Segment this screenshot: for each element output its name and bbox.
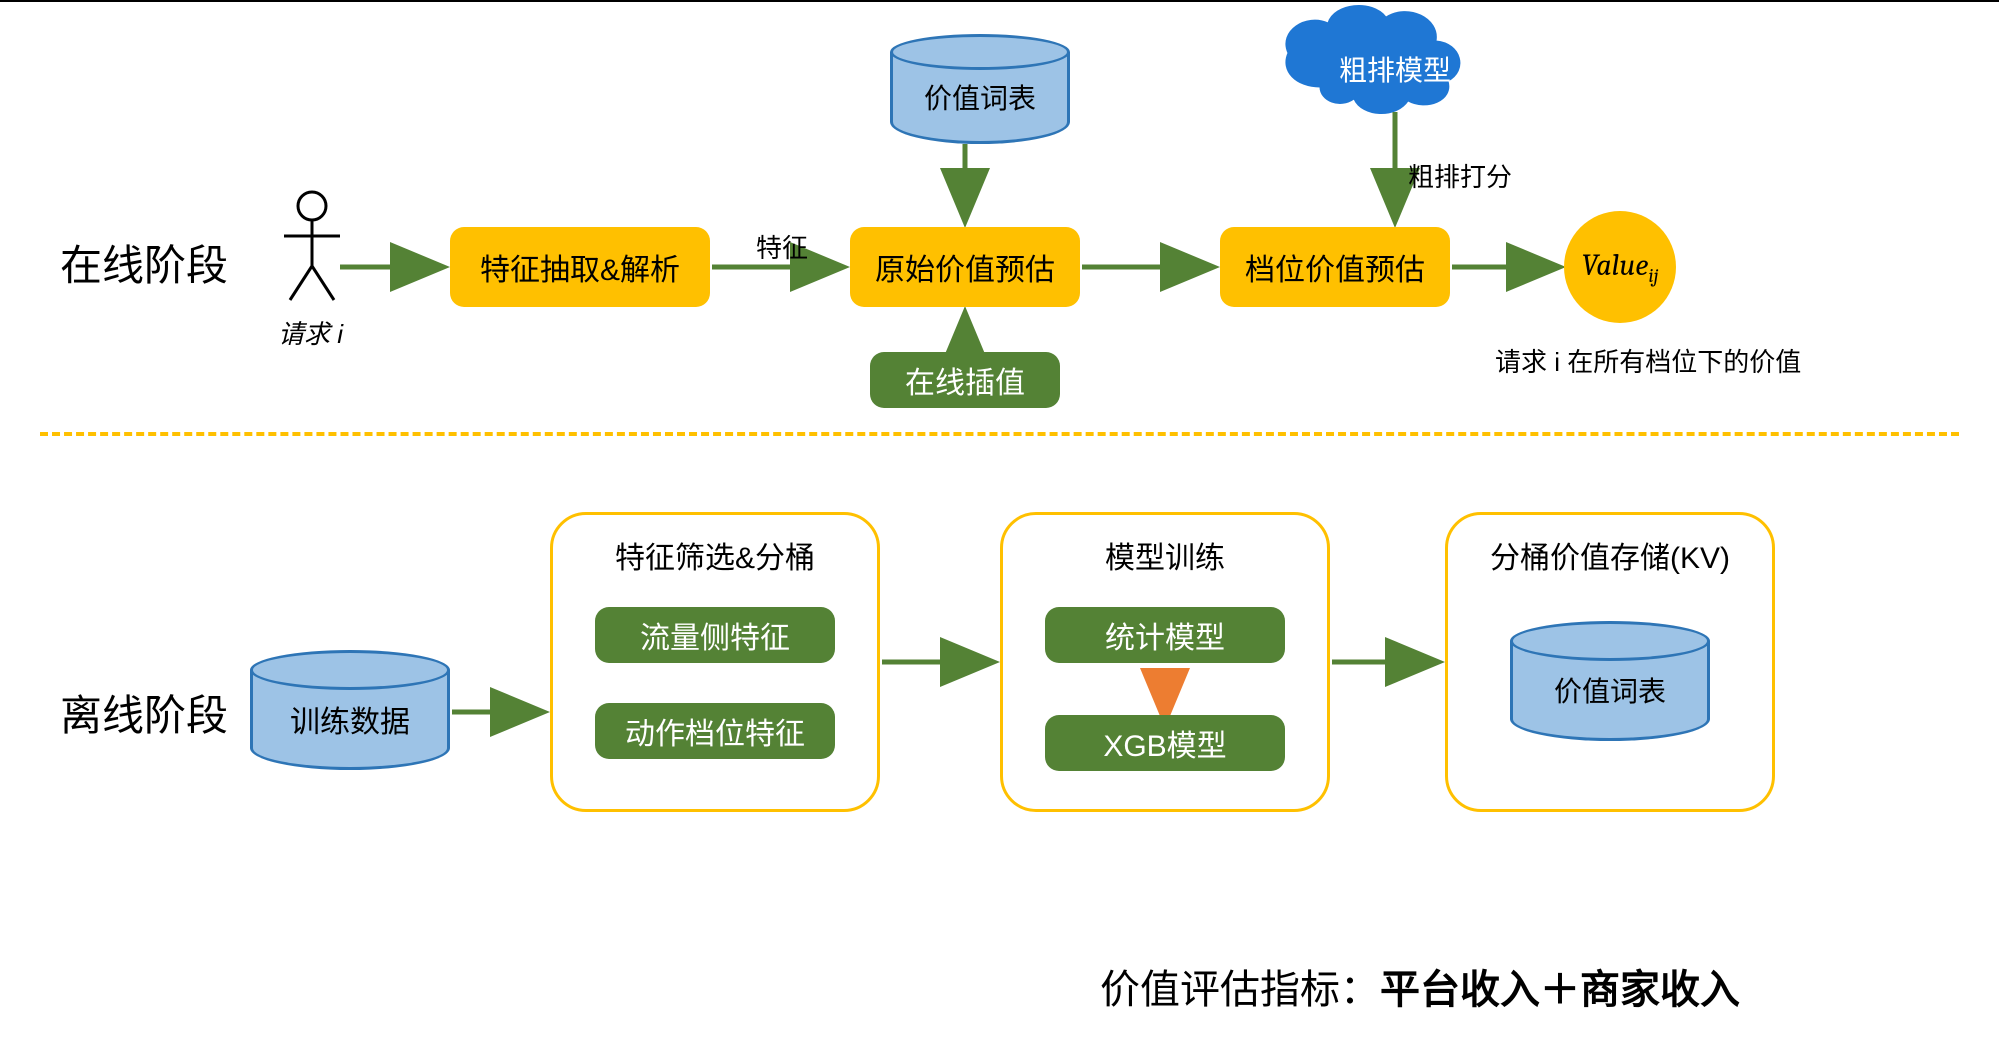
edge-label-coarse-score: 粗排打分 [1408, 157, 1512, 194]
edge-label-feature: 特征 [756, 228, 808, 265]
panel-title: 特征筛选&分桶 [553, 533, 877, 577]
panel-feature-select: 特征筛选&分桶 流量侧特征 动作档位特征 [550, 512, 880, 812]
panel-title: 模型训练 [1003, 533, 1327, 577]
node-feature-extract: 特征抽取&解析 [450, 227, 710, 307]
node-tier-value: 档位价值预估 [1220, 227, 1450, 307]
panel-kv-store: 分桶价值存储(KV) 价值词表 [1445, 512, 1775, 812]
node-value-circle: Valueij [1564, 211, 1676, 323]
section-label-offline: 离线阶段 [60, 682, 228, 743]
node-online-interp: 在线插值 [870, 352, 1060, 408]
cloud-coarse-model: 粗排模型 [1286, 6, 1460, 114]
value-circle-caption: 请求 i 在所有档位下的价值 [1495, 342, 1801, 379]
node-raw-value: 原始价值预估 [850, 227, 1080, 307]
panel-model-train: 模型训练 统计模型 XGB模型 [1000, 512, 1330, 812]
node-traffic-feature: 流量侧特征 [595, 607, 835, 663]
cylinder-value-table-top: 价值词表 [890, 34, 1070, 144]
cloud-label: 粗排模型 [1339, 55, 1451, 87]
node-stat-model: 统计模型 [1045, 607, 1285, 663]
user-icon [272, 188, 352, 308]
cylinder-train-data: 训练数据 [250, 650, 450, 770]
diagram-canvas: 在线阶段 离线阶段 粗排模型 [0, 0, 1999, 1039]
section-divider [40, 432, 1959, 436]
cylinder-value-table-kv: 价值词表 [1510, 621, 1710, 741]
footer-metric: 价值评估指标：平台收入＋商家收入 [1100, 957, 1740, 1015]
stick-caption: 请求 i [278, 314, 343, 351]
node-xgb-model: XGB模型 [1045, 715, 1285, 771]
section-label-online: 在线阶段 [60, 232, 228, 293]
node-action-tier-feature: 动作档位特征 [595, 703, 835, 759]
panel-title: 分桶价值存储(KV) [1448, 533, 1772, 577]
